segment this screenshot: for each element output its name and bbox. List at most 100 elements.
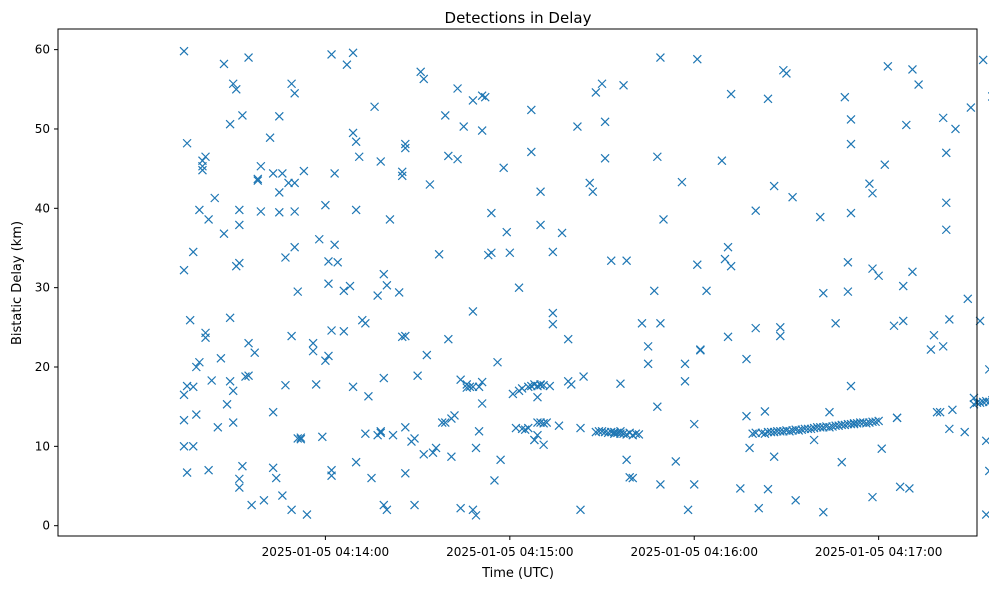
data-point — [477, 91, 487, 101]
data-point — [984, 466, 989, 476]
data-point — [244, 53, 253, 62]
data-point — [302, 510, 312, 520]
data-point — [225, 376, 235, 386]
data-point — [981, 510, 989, 520]
data-point — [348, 382, 358, 392]
data-point — [622, 256, 632, 266]
data-point — [327, 326, 336, 335]
data-point — [241, 372, 250, 381]
data-point — [244, 371, 253, 381]
data-point — [290, 178, 300, 188]
x-axis-label: Time (UTC) — [481, 566, 554, 581]
data-point — [388, 430, 398, 440]
data-point — [914, 80, 924, 89]
y-tick-label: 10 — [35, 439, 50, 453]
data-point — [253, 176, 263, 185]
data-point — [702, 286, 711, 296]
data-point — [889, 321, 899, 331]
data-point — [984, 364, 989, 374]
data-point — [228, 79, 238, 89]
data-point — [751, 323, 761, 333]
data-point — [692, 54, 702, 64]
data-point — [735, 483, 745, 493]
data-point — [225, 313, 235, 323]
data-point — [244, 338, 253, 348]
data-point — [818, 507, 828, 517]
data-point — [628, 473, 638, 483]
data-point — [351, 137, 361, 147]
data-point — [926, 345, 936, 354]
data-point — [526, 105, 536, 115]
data-point — [563, 334, 573, 344]
data-point — [250, 348, 260, 358]
data-point — [496, 455, 506, 465]
data-point — [898, 281, 908, 291]
data-point — [652, 402, 662, 412]
data-point — [825, 407, 834, 417]
data-point — [960, 427, 970, 437]
data-point — [791, 495, 801, 505]
data-point — [228, 386, 238, 396]
data-point — [720, 254, 730, 264]
data-point — [573, 122, 582, 132]
data-point — [419, 449, 429, 459]
data-point — [456, 503, 466, 513]
data-point — [680, 359, 690, 369]
data-point — [400, 331, 410, 341]
data-point — [188, 382, 198, 392]
data-point — [655, 480, 665, 489]
data-point — [536, 220, 545, 230]
data-point — [231, 84, 241, 94]
data-point — [486, 208, 496, 218]
data-point — [493, 357, 502, 367]
data-point — [256, 161, 266, 171]
data-point — [680, 376, 690, 386]
data-point — [566, 380, 576, 389]
data-point — [904, 483, 914, 493]
y-tick-label: 40 — [35, 201, 50, 215]
data-point — [443, 151, 453, 161]
data-point — [299, 166, 309, 176]
data-point — [256, 207, 266, 216]
data-point — [523, 382, 533, 392]
data-point — [290, 207, 300, 216]
data-point — [268, 407, 278, 417]
data-point — [837, 457, 847, 467]
data-point — [182, 138, 192, 148]
data-point — [327, 471, 336, 481]
data-point — [929, 330, 939, 340]
data-point — [606, 256, 616, 266]
data-point — [179, 441, 189, 451]
data-point — [868, 492, 877, 502]
data-point — [453, 154, 462, 164]
data-point — [659, 214, 668, 224]
data-point — [865, 179, 874, 189]
data-point — [382, 280, 392, 290]
data-point — [908, 65, 917, 74]
data-point — [600, 153, 610, 163]
data-point — [370, 102, 380, 112]
y-tick-label: 50 — [35, 122, 50, 136]
data-point — [397, 167, 407, 177]
data-point — [526, 147, 536, 157]
plot-frame — [57, 28, 978, 537]
data-point — [619, 80, 628, 90]
data-point — [723, 332, 733, 342]
data-point — [225, 119, 235, 129]
data-point — [539, 440, 549, 450]
data-point — [459, 122, 469, 132]
data-point — [234, 205, 244, 215]
data-point — [431, 443, 441, 453]
data-point — [440, 418, 450, 427]
data-point — [951, 124, 960, 134]
data-point — [880, 160, 890, 170]
data-point — [219, 229, 229, 239]
data-point — [932, 407, 942, 417]
data-point — [548, 319, 558, 329]
data-point — [400, 468, 410, 478]
data-point — [782, 69, 791, 78]
data-point — [237, 111, 247, 120]
data-point — [754, 503, 764, 513]
x-axis-ticks: 2025-01-05 04:14:00 2025-01-05 04:15:00 20… — [262, 536, 942, 559]
data-point — [652, 152, 662, 162]
